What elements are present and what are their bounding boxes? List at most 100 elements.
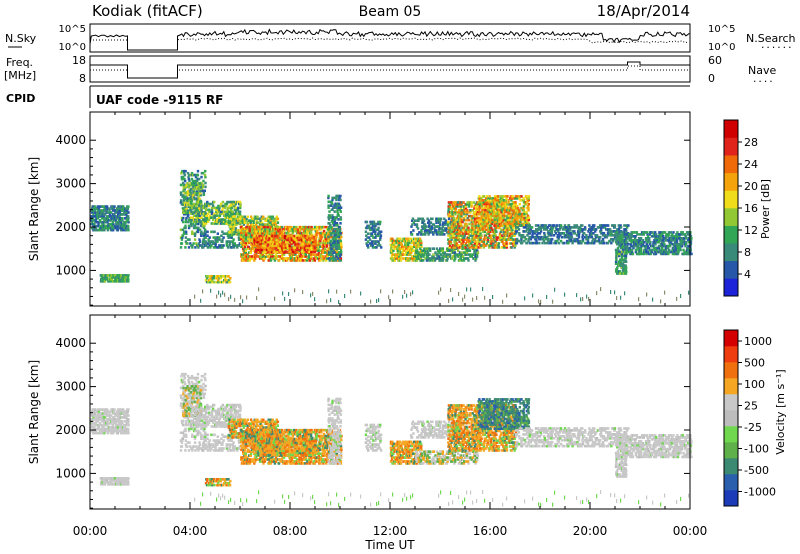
power-cell — [459, 257, 463, 260]
freq-panel: Freq. [MHz] 18 8 60 0 Nave .... — [4, 54, 776, 85]
power-cell — [430, 227, 434, 230]
power-cell — [189, 222, 193, 226]
power-cell — [305, 259, 309, 262]
power-cell — [96, 213, 99, 216]
power-cell — [112, 226, 115, 230]
power-cell — [525, 206, 529, 210]
power-cell — [479, 238, 482, 241]
power-cell — [118, 219, 121, 222]
power-cell — [475, 209, 478, 212]
power-cell — [447, 209, 450, 212]
power-cell — [308, 250, 311, 254]
power-cell — [486, 212, 490, 216]
power-cell — [474, 218, 478, 222]
power-cell — [371, 244, 374, 247]
power-cell — [259, 219, 262, 222]
power-cell — [246, 221, 249, 224]
power-cell — [199, 193, 203, 197]
power-cell — [208, 202, 212, 206]
power-cell — [260, 238, 264, 242]
power-cell — [230, 246, 233, 249]
power-cell — [487, 216, 490, 220]
power-cell — [240, 245, 243, 249]
power-cell — [474, 259, 477, 262]
power-cell — [406, 253, 409, 256]
power-cell — [455, 230, 458, 234]
power-cell — [246, 253, 249, 256]
power-cell — [337, 245, 340, 249]
power-cell — [194, 246, 197, 249]
power-cell — [260, 225, 263, 229]
power-cell — [436, 253, 439, 256]
power-cell — [337, 208, 340, 211]
power-cell — [442, 223, 445, 226]
power-cell — [514, 214, 517, 218]
power-cell — [203, 224, 206, 228]
power-cell — [517, 228, 521, 231]
power-cell — [203, 173, 207, 177]
power-cell — [337, 235, 341, 239]
power-cell — [480, 234, 483, 237]
power-cell — [252, 219, 255, 222]
power-cell — [473, 251, 477, 254]
power-cell — [396, 255, 400, 258]
power-cell — [486, 199, 489, 202]
power-cell — [510, 246, 513, 249]
power-cell — [337, 218, 340, 221]
power-cell — [248, 257, 252, 260]
power-cell — [185, 191, 188, 195]
power-cell — [511, 216, 514, 220]
power-cell — [195, 222, 198, 226]
power-cell — [450, 222, 453, 226]
power-cell — [309, 246, 313, 250]
power-cell — [184, 224, 187, 228]
power-cell — [227, 278, 231, 282]
power-cell — [441, 231, 444, 234]
power-cell — [230, 202, 233, 206]
power-cell — [254, 244, 257, 248]
power-cell — [119, 205, 122, 208]
power-cell — [241, 219, 244, 222]
power-cell — [472, 216, 475, 220]
power-cell — [233, 215, 236, 219]
power-cell — [316, 241, 320, 245]
power-cell — [449, 236, 452, 239]
power-cell — [422, 253, 426, 256]
power-cell — [268, 227, 272, 231]
power-cell — [224, 204, 228, 208]
power-cell — [308, 253, 311, 256]
power-cell — [185, 199, 188, 203]
power-cell — [194, 182, 197, 185]
power-cell — [464, 242, 468, 245]
power-cell — [228, 280, 232, 284]
power-cell — [310, 234, 314, 238]
power-cell — [474, 207, 478, 210]
power-cell — [217, 220, 221, 223]
power-cell — [182, 199, 185, 203]
power-cell — [327, 229, 331, 233]
power-cell — [451, 232, 454, 235]
power-cell — [190, 212, 193, 216]
power-cell — [224, 214, 228, 217]
power-cell — [96, 205, 100, 208]
power-cell — [488, 246, 491, 249]
power-cell — [245, 259, 248, 262]
power-cell — [269, 259, 273, 262]
power-cell — [330, 243, 333, 247]
power-cell — [420, 233, 423, 236]
power-cell — [241, 259, 245, 262]
power-cell — [313, 246, 316, 250]
power-cell — [318, 243, 321, 247]
power-cell — [441, 249, 444, 252]
power-cell — [193, 197, 196, 201]
power-cell — [182, 216, 185, 220]
power-cell — [484, 234, 488, 237]
power-cell — [192, 232, 196, 235]
power-cell — [94, 226, 98, 230]
power-cell — [101, 224, 104, 228]
power-cell — [500, 201, 503, 204]
power-cell — [472, 224, 476, 228]
power-cell — [181, 218, 184, 222]
power-cell — [257, 248, 260, 252]
power-cell — [460, 251, 463, 254]
